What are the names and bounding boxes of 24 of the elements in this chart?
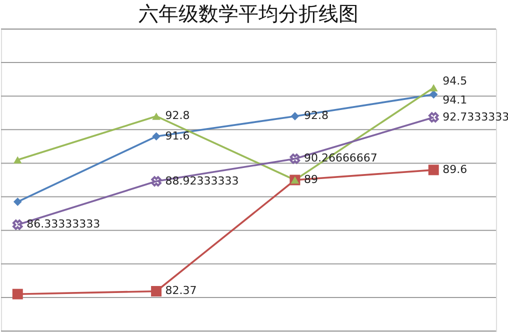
data-label: 92.7333333 [442,110,508,124]
data-label: 82.37 [165,284,197,298]
data-label: 89.6 [442,162,468,176]
data-label: 94.5 [442,74,468,88]
point [152,112,160,120]
point [13,156,22,164]
point [290,154,300,164]
point [428,164,439,176]
point [429,90,438,99]
point [152,132,160,141]
data-label: 94.1 [442,93,468,106]
point [290,112,300,120]
point [428,112,439,123]
point [429,84,438,92]
chart-title: 六年级数学平均分折线图 [138,2,358,26]
point [12,288,23,300]
point [13,198,22,206]
point [151,286,162,296]
data-label: 88.92333333 [165,174,239,188]
point [151,176,162,186]
data-label: 92.8 [304,109,328,122]
data-label: 92.8 [165,109,190,122]
data-label: 86.33333333 [26,218,100,231]
point [12,220,23,230]
